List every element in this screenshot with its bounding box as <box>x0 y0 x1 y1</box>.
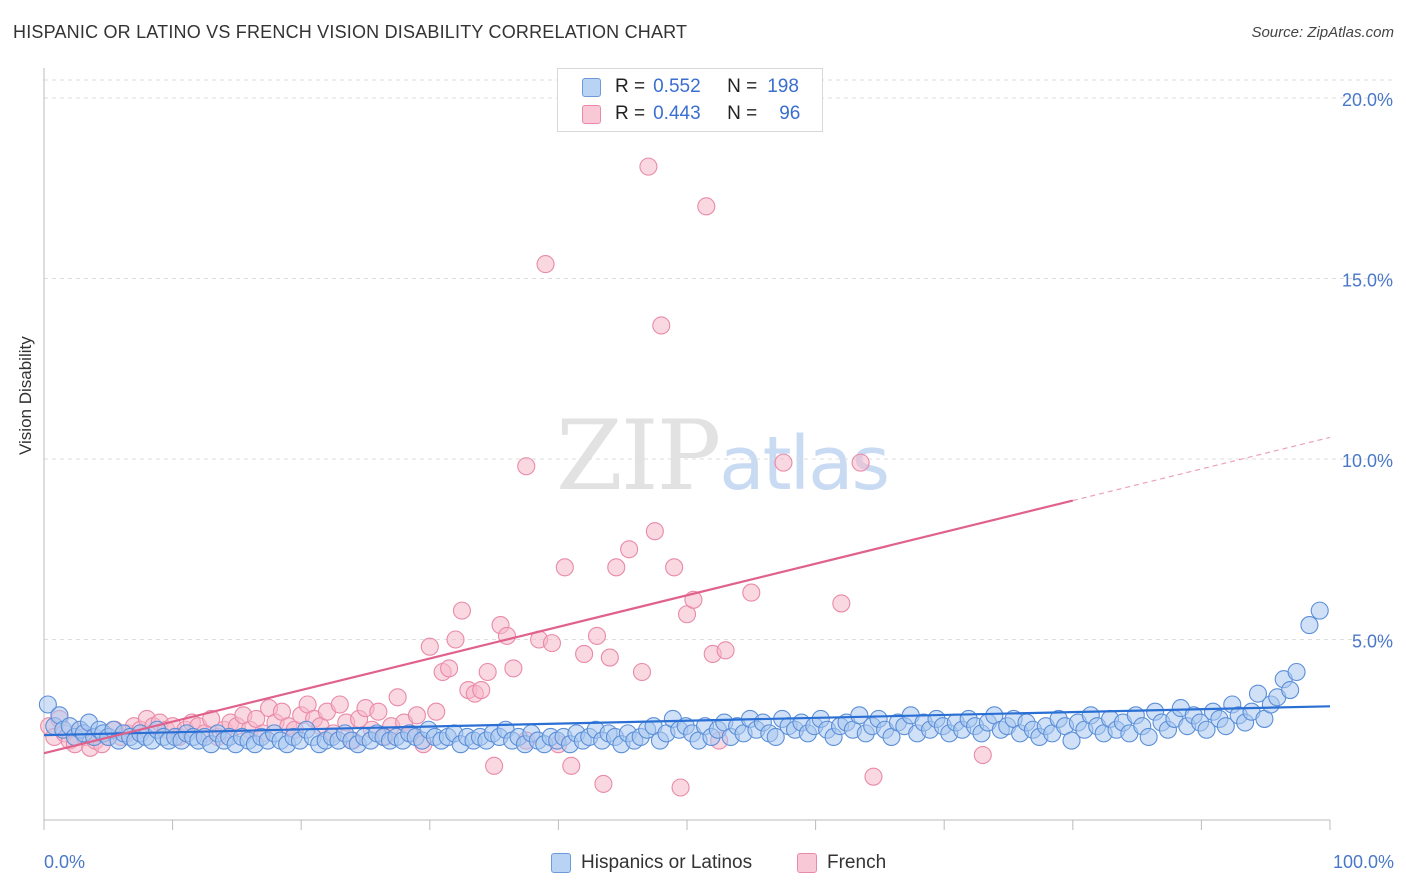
french-point <box>645 522 664 541</box>
y-tick-label: 5.0% <box>1352 632 1393 652</box>
french-point <box>697 197 716 216</box>
hispanic-point <box>766 727 785 747</box>
french-point <box>330 695 349 714</box>
hispanic-point <box>1281 680 1300 700</box>
french-point <box>716 641 735 660</box>
hispanic-point <box>1300 616 1319 635</box>
french-point <box>742 583 761 602</box>
french-trend-line <box>43 499 1074 755</box>
french-point <box>478 662 497 682</box>
x-tick-label-min: 0.0% <box>44 852 86 872</box>
french-point <box>407 706 426 725</box>
french-point <box>594 774 613 793</box>
watermark-zip: ZIP <box>556 400 721 512</box>
legend-label-french: French <box>827 852 887 873</box>
french-point <box>587 626 607 645</box>
stats-n-label: N = <box>727 76 758 97</box>
stats-swatch-blue <box>582 77 601 97</box>
stats-row-french: R = 0.443 N = 96 <box>582 102 800 126</box>
stats-n-value: 96 <box>779 103 801 124</box>
french-point <box>665 558 684 577</box>
french-point <box>562 756 581 775</box>
legend-item-french[interactable]: French <box>797 852 886 874</box>
hispanic-point <box>1139 727 1158 747</box>
y-tick-label: 15.0% <box>1342 271 1393 291</box>
french-point <box>607 558 626 577</box>
french-point <box>388 688 407 707</box>
stats-r-label: R = <box>615 103 646 124</box>
hispanic-point <box>1310 601 1329 620</box>
hispanic-trend-line <box>43 705 1331 737</box>
french-point <box>864 767 883 786</box>
hispanic-point <box>1062 731 1081 750</box>
french-point <box>369 702 388 721</box>
french-point <box>504 659 523 678</box>
french-point <box>973 745 992 765</box>
french-point <box>774 453 793 472</box>
french-point <box>600 648 619 667</box>
hispanic-point <box>1248 684 1268 703</box>
french-point <box>452 601 472 620</box>
stats-r-value: 0.552 <box>653 76 701 97</box>
french-point <box>639 157 658 176</box>
french-point <box>485 756 504 775</box>
legend-label-hispanic: Hispanics or Latinos <box>581 852 753 873</box>
french-point <box>536 255 555 274</box>
french-point <box>440 659 459 678</box>
hispanic-point <box>1197 720 1216 739</box>
french-point <box>446 630 465 649</box>
chart-title: HISPANIC OR LATINO VS FRENCH VISION DISA… <box>13 22 688 42</box>
hispanic-point <box>38 695 57 714</box>
legend-swatch-blue <box>551 853 571 873</box>
stats-swatch-pink <box>582 104 601 124</box>
y-tick-label: 20.0% <box>1342 90 1393 110</box>
stats-r-value: 0.443 <box>653 103 701 124</box>
french-point <box>632 662 652 682</box>
stats-n-value: 198 <box>767 76 799 97</box>
y-tick-label: 10.0% <box>1342 451 1393 471</box>
legend-item-hispanic[interactable]: Hispanics or Latinos <box>551 852 752 874</box>
source-credit: Source: ZipAtlas.com <box>1251 24 1394 41</box>
legend-swatch-pink <box>797 853 817 873</box>
x-tick-label-max: 100.0% <box>1332 852 1394 872</box>
french-point <box>427 702 446 721</box>
stats-n-label: N = <box>727 103 758 124</box>
french-point <box>575 644 594 664</box>
french-point <box>851 453 870 472</box>
y-axis-title: Vision Disability <box>16 336 35 455</box>
french-point <box>620 540 639 559</box>
french-trend-extension <box>1072 436 1331 502</box>
hispanic-point <box>1216 717 1235 736</box>
french-point <box>472 680 491 700</box>
stats-row-hispanic: R = 0.552 N = 198 <box>582 75 799 99</box>
french-point <box>832 594 851 613</box>
french-point <box>517 457 536 476</box>
hispanic-point <box>850 706 869 725</box>
stats-r-label: R = <box>615 76 646 97</box>
french-point <box>420 637 439 656</box>
hispanic-point <box>1287 662 1306 682</box>
french-point <box>671 778 690 797</box>
french-point <box>542 634 562 653</box>
french-point <box>652 316 671 335</box>
french-point <box>555 558 574 577</box>
correlation-stats-box: R = 0.552 N = 198 R = 0.443 N = 96 <box>557 68 823 132</box>
